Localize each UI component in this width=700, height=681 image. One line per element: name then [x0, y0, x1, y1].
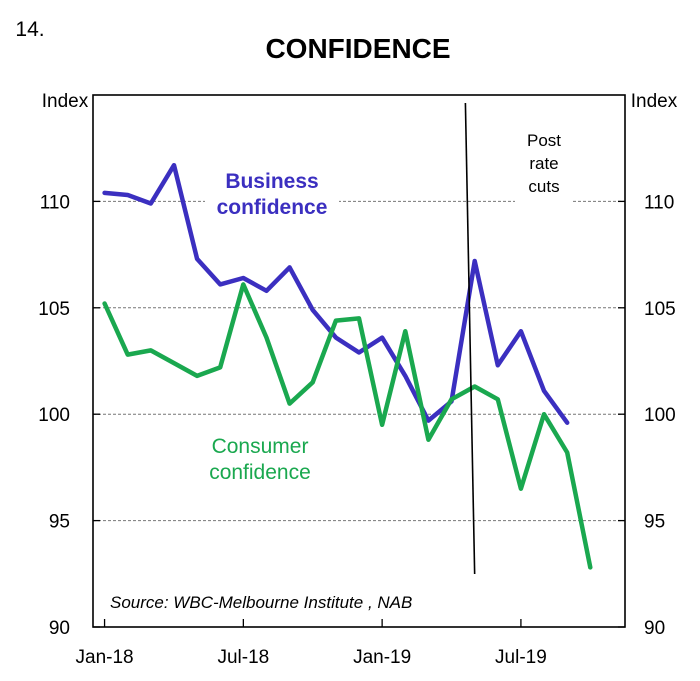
rate-cut-annotation: Post rate cuts: [464, 102, 573, 575]
annotation-label-line-2: cuts: [528, 177, 559, 196]
x-tick-label-Jan-18: Jan-18: [76, 647, 134, 668]
gridlines: [93, 200, 625, 522]
business-confidence-label-line-0: Business: [225, 170, 318, 193]
annotation-label-line-1: rate: [529, 154, 558, 173]
y-axis-ticks: 90 90 95 95 100 100 105 105 110 110: [38, 192, 675, 639]
y-tick-label-left-105: 105: [38, 299, 70, 320]
left-axis-label: Index: [42, 91, 89, 112]
y-tick-label-left-100: 100: [38, 405, 70, 426]
y-tick-label-left-110: 110: [40, 192, 70, 213]
right-axis-label: Index: [631, 91, 678, 112]
x-tick-label-Jul-19: Jul-19: [495, 647, 547, 668]
series-labels: Business confidence Consumer confidence: [205, 168, 339, 484]
x-tick-label-Jul-18: Jul-18: [217, 647, 269, 668]
business-confidence-line: [102, 162, 570, 425]
x-tick-label-Jan-19: Jan-19: [353, 647, 411, 668]
annotation-label-background: [515, 125, 573, 203]
consumer-confidence-label-line-1: confidence: [209, 461, 311, 484]
plot-frame: [92, 94, 626, 628]
y-tick-label-right-90: 90: [644, 618, 665, 639]
figure-number: 14.: [15, 18, 44, 41]
y-tick-label-left-95: 95: [49, 512, 70, 533]
consumer-confidence-label-line-0: Consumer: [212, 435, 309, 458]
y-tick-label-left-90: 90: [49, 618, 70, 639]
source-note: Source: WBC-Melbourne Institute , NAB: [110, 593, 412, 612]
y-tick-label-right-110: 110: [644, 192, 674, 213]
y-tick-label-right-100: 100: [644, 405, 676, 426]
business-confidence-label-line-1: confidence: [217, 196, 328, 219]
y-tick-label-right-95: 95: [644, 512, 665, 533]
chart-title: CONFIDENCE: [265, 33, 450, 64]
consumer-confidence-line: [102, 282, 593, 570]
business-confidence-label-background: [205, 168, 339, 220]
rate-cut-line: [464, 102, 476, 575]
annotation-label-line-0: Post: [527, 131, 561, 150]
y-tick-label-right-105: 105: [644, 299, 676, 320]
x-axis-ticks: Jan-18 Jul-18 Jan-19 Jul-19: [76, 619, 547, 668]
series-lines: [102, 162, 593, 570]
